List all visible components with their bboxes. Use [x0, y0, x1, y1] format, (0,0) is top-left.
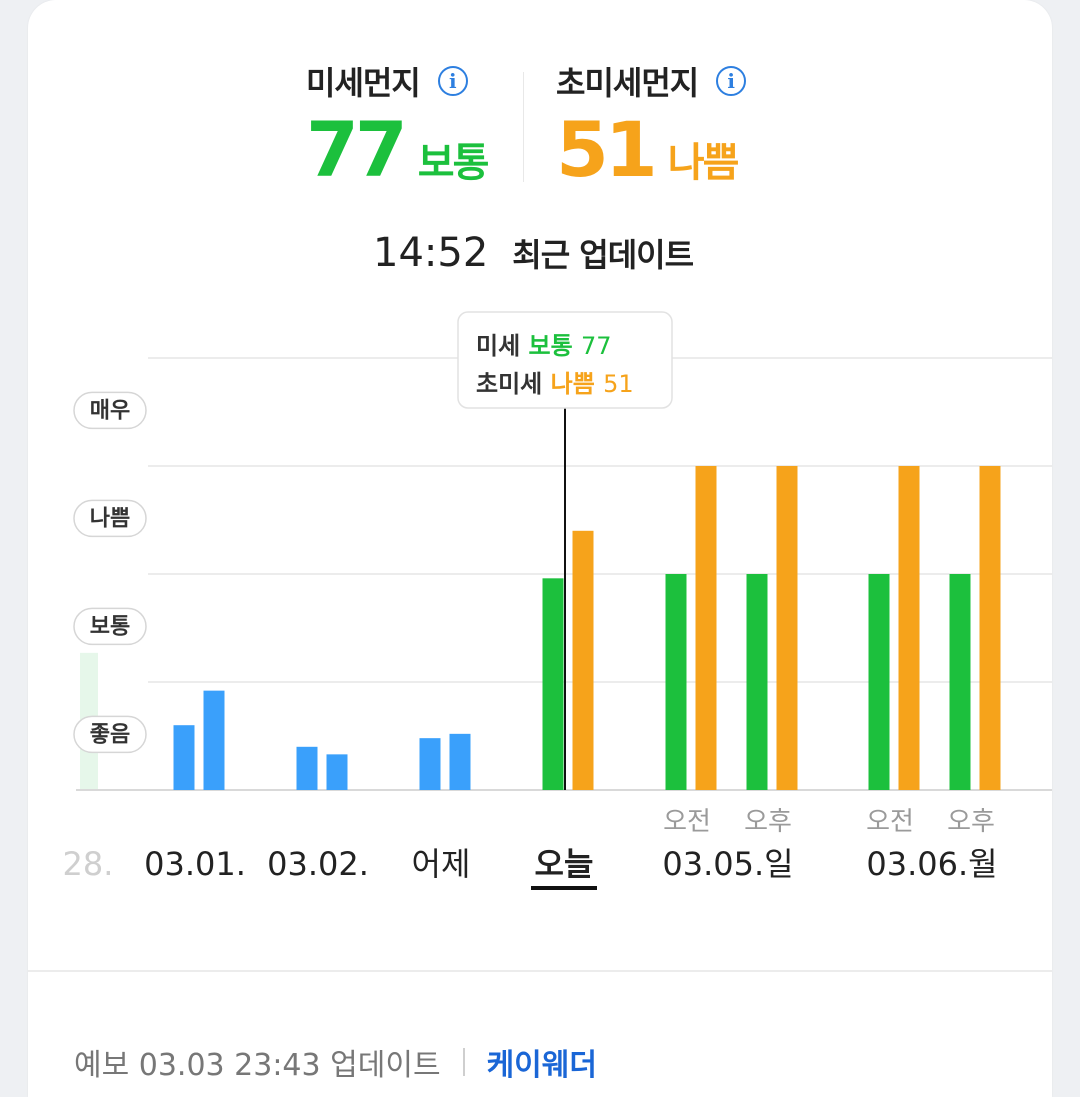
pm25-bar[interactable]	[776, 466, 798, 790]
pm25-bar[interactable]	[979, 466, 1001, 790]
day-label[interactable]: 28.	[63, 845, 114, 883]
metric-divider	[523, 72, 524, 182]
time-of-day-label: 오전	[866, 807, 914, 837]
day-label[interactable]: 오늘	[535, 845, 594, 883]
pm10-bar[interactable]	[173, 725, 195, 790]
tooltip-row-2: 초미세 나쁨 51	[476, 370, 634, 398]
day-label[interactable]: 03.02.	[267, 845, 369, 883]
pm10-bar[interactable]	[296, 746, 318, 790]
forecast-info: 예보 03.03 23:43 업데이트 케이웨더	[74, 1040, 597, 1084]
forecast-separator	[462, 1048, 465, 1076]
time-of-day-label: 오후	[947, 807, 995, 837]
pm25-block: 초미세먼지 i 51 나쁨	[556, 58, 747, 194]
update-time: 14:52	[373, 230, 489, 276]
last-update: 14:52 최근 업데이트	[373, 230, 694, 276]
level-label: 보통	[90, 614, 130, 639]
pm10-info-icon[interactable]: i	[437, 66, 468, 96]
pm10-bar[interactable]	[949, 574, 971, 790]
pm25-info-icon[interactable]: i	[716, 66, 747, 96]
forecast-label: 예보 03.03 23:43 업데이트	[74, 1048, 441, 1083]
update-label: 최근 업데이트	[512, 236, 694, 274]
day-label[interactable]: 03.05.일	[662, 845, 793, 883]
pm10-bar[interactable]	[665, 574, 687, 790]
pm10-bar[interactable]	[868, 574, 890, 790]
level-label: 매우	[90, 398, 130, 423]
section-divider	[28, 970, 1052, 972]
pm25-bar[interactable]	[695, 466, 717, 790]
time-of-day-label: 오전	[663, 807, 711, 837]
forecast-provider[interactable]: 케이웨더	[486, 1048, 597, 1083]
pm10-block: 미세먼지 i 77 보통	[306, 58, 490, 194]
pm10-title: 미세먼지	[306, 64, 421, 102]
pm10-bar[interactable]	[542, 578, 564, 790]
tooltip-row-1: 미세 보통 77	[476, 332, 612, 360]
day-label[interactable]: 어제	[412, 845, 471, 883]
level-pill	[73, 499, 147, 538]
level-pill	[73, 391, 147, 430]
level-label: 나쁨	[90, 506, 130, 531]
air-quality-card: 미세먼지 i 77 보통 초미세먼지 i 51 나쁨 14:52 최근 업데이트…	[28, 0, 1052, 1097]
pm25-value: 51	[556, 105, 658, 194]
pm25-bar[interactable]	[572, 530, 594, 790]
pm25-bar[interactable]	[326, 754, 348, 790]
pm10-bar[interactable]	[419, 738, 441, 790]
day-label[interactable]: 03.06.월	[866, 845, 997, 883]
pm10-value: 77	[306, 105, 408, 194]
day-label[interactable]: 03.01.	[144, 845, 246, 883]
level-pill	[73, 715, 147, 754]
pm10-bar[interactable]	[746, 574, 768, 790]
pm25-bar[interactable]	[203, 690, 225, 790]
pm25-grade: 나쁨	[667, 140, 740, 186]
pm25-bar[interactable]	[449, 733, 471, 790]
level-label: 좋음	[90, 722, 130, 747]
tooltip-box	[457, 311, 673, 409]
pm25-title: 초미세먼지	[556, 64, 699, 102]
pm10-grade: 보통	[417, 140, 490, 186]
time-of-day-label: 오후	[744, 807, 792, 837]
pm25-bar[interactable]	[898, 466, 920, 790]
level-pill	[73, 607, 147, 646]
selected-day-underline	[531, 886, 597, 890]
air-quality-chart[interactable]: 좋음 보통 나쁨 매우 미세 보통 77 초미세 나쁨 51 28. 03.01. 03.02.…	[28, 290, 1052, 910]
